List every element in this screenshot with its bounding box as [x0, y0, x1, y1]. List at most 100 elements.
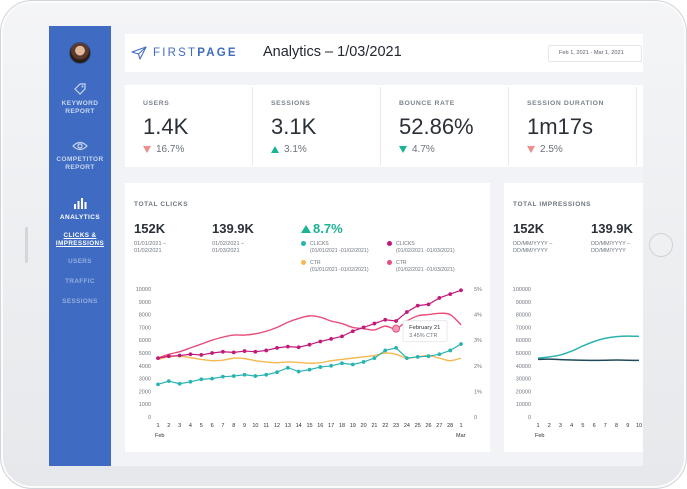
y-tick-label: 10000 — [136, 287, 151, 293]
sidebar-item-label: ANALYTICS — [59, 214, 101, 221]
metric-label: BOUNCE RATE — [399, 100, 455, 107]
data-point — [264, 372, 269, 377]
y2-tick-label: 5% — [474, 287, 482, 293]
y-tick-label: 80000 — [516, 313, 531, 319]
trend-down-icon — [399, 146, 407, 153]
data-point — [318, 365, 323, 369]
x-tick-label: 14 — [296, 423, 302, 429]
x-tick-label: 8 — [232, 423, 235, 429]
data-point — [459, 342, 463, 346]
x-tick-label: 1 — [156, 423, 159, 429]
sidebar-item-label: REPORT — [65, 164, 95, 171]
y2-tick-label: 1% — [474, 389, 482, 395]
data-point — [372, 321, 377, 326]
sidebar-subitem-sessions[interactable]: SESSIONS — [49, 298, 111, 306]
tablet-side-button — [25, 227, 28, 263]
impressions-line-chart[interactable]: 0 10000 20000 30000 40000 50000 60000 70000 8000… — [504, 183, 643, 452]
y-tick-label: 8000 — [139, 313, 151, 319]
x-tick-label: 8 — [615, 423, 618, 429]
data-point — [394, 345, 398, 350]
data-point — [275, 345, 279, 350]
metric-change: 2.5% — [527, 144, 563, 155]
sidebar-subitem-clicks-impressions[interactable]: CLICKS & IMPRESSIONS — [49, 232, 111, 247]
trend-down-icon — [527, 146, 535, 153]
data-point — [221, 349, 225, 354]
date-range-picker[interactable]: Feb 1, 2021 - Mar 1, 2021 — [548, 45, 642, 62]
data-point — [361, 325, 366, 330]
data-point — [296, 345, 301, 350]
data-point — [437, 352, 442, 357]
series-line-impressions-current — [537, 335, 640, 359]
data-point — [459, 288, 463, 293]
x-tick-label: 4 — [189, 423, 192, 429]
card-title: TOTAL CLICKS — [134, 201, 189, 208]
data-point — [188, 352, 193, 357]
metrics-row: USERS 1.4K 16.7% SESSIONS 3.1K 3.1% BOUN… — [125, 85, 643, 167]
y-tick-label: 50000 — [516, 351, 531, 357]
data-point — [221, 374, 225, 379]
eye-icon — [72, 141, 88, 151]
sidebar-item-label: KEYWORD — [61, 100, 99, 107]
data-point — [426, 302, 431, 307]
y2-tick-label: 4% — [474, 313, 482, 319]
legend-dot — [301, 241, 306, 246]
metric-change: 3.1% — [271, 144, 307, 155]
data-point — [285, 365, 290, 370]
sidebar-subitem-users[interactable]: USERS — [49, 258, 111, 266]
legend-item[interactable]: CTR (01/01/2021 -01/02/2021) — [301, 260, 369, 273]
x-tick-label: 6 — [593, 423, 596, 429]
metric-bounce-rate: BOUNCE RATE 52.86% 4.7% — [381, 85, 509, 167]
x-tick-label: 15 — [306, 423, 312, 429]
sidebar-item-analytics[interactable]: ANALYTICS — [49, 196, 111, 222]
y2-tick-label: 0 — [474, 415, 477, 421]
data-point — [199, 353, 204, 357]
legend-item[interactable]: CTR (01/02/2021 -01/03/2021) — [387, 260, 455, 273]
data-point — [448, 348, 453, 353]
avatar[interactable] — [69, 42, 91, 64]
data-point — [404, 356, 409, 361]
tablet-home-button — [649, 233, 673, 257]
metric-session-duration: SESSION DURATION 1m17s 2.5% — [509, 85, 637, 167]
data-point — [318, 339, 323, 344]
sidebar-subitem-traffic[interactable]: TRAFFIC — [49, 278, 111, 286]
legend-item[interactable]: CLICKS (01/02/2021 -01/03/2021) — [387, 241, 455, 254]
clicks-line-chart[interactable]: 0100020003000400050006000700080009000100… — [125, 183, 490, 452]
sidebar-item-competitor-report[interactable]: COMPETITOR REPORT — [49, 140, 111, 172]
x-tick-label: 3 — [559, 423, 562, 429]
y-tick-label: 0 — [528, 415, 531, 421]
legend-item[interactable]: CLICKS (01/01/2021 -01/02/2021) — [301, 241, 369, 254]
paper-plane-icon — [131, 46, 147, 60]
series-line-ctr-01-02-2021-01-03-2021 — [157, 312, 462, 359]
metric-value: 1m17s — [527, 114, 594, 139]
metric-sessions: SESSIONS 3.1K 3.1% — [253, 85, 381, 167]
x-tick-label: 11 — [263, 423, 269, 429]
sidebar-subitem-label: SESSIONS — [62, 298, 98, 305]
logo[interactable]: FIRSTPAGE — [131, 45, 238, 61]
stat-value: 139.9K — [212, 221, 254, 236]
tooltip-value: 3.45% CTR — [409, 333, 437, 339]
data-point — [156, 356, 160, 361]
legend-dot — [387, 241, 392, 246]
sidebar-subitem-label: CLICKS & — [63, 232, 97, 239]
metric-users: USERS 1.4K 16.7% — [125, 85, 253, 167]
sidebar-subitem-label: TRAFFIC — [65, 278, 95, 285]
stat-range: DD/MM/YYYY – DD/MM/YYYY — [591, 241, 631, 254]
x-tick-label: 7 — [221, 423, 224, 429]
stat-range: DD/MM/YYYY – DD/MM/YYYY — [513, 241, 553, 254]
tooltip-marker — [392, 324, 401, 333]
sidebar-item-keyword-report[interactable]: KEYWORD REPORT — [49, 82, 111, 116]
y-tick-label: 2000 — [139, 389, 151, 395]
x-tick-label: 9 — [243, 423, 246, 429]
stat-range: 01/01/2021 –01/02/2021 — [134, 241, 167, 254]
sidebar-subitem-label: IMPRESSIONS — [55, 239, 105, 247]
y-tick-label: 7000 — [139, 325, 151, 331]
data-point — [340, 361, 344, 366]
data-point — [383, 348, 388, 353]
logo-text: FIRSTPAGE — [153, 47, 238, 59]
y-tick-label: 20000 — [516, 389, 531, 395]
card-title: TOTAL IMPRESSIONS — [513, 201, 592, 208]
metric-change: 4.7% — [399, 144, 435, 155]
data-point — [264, 348, 269, 353]
data-point — [188, 379, 193, 384]
data-point — [415, 354, 420, 359]
